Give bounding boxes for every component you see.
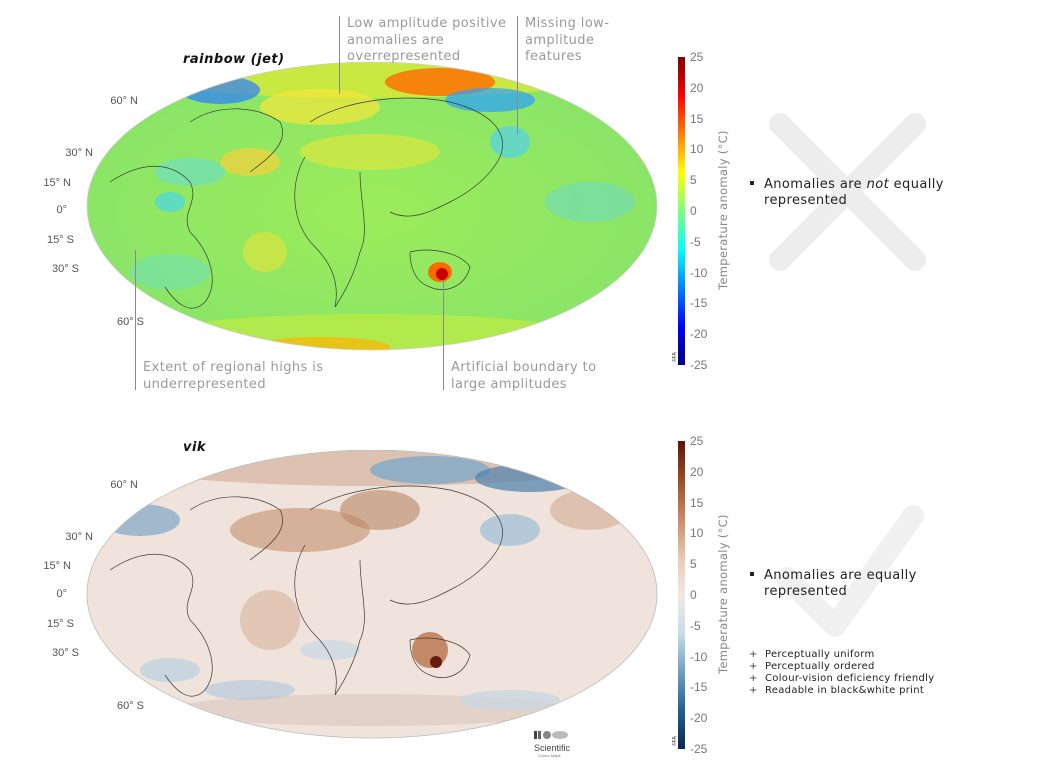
logo-text: Scientific	[534, 743, 571, 753]
cross-mark-icon	[769, 113, 926, 271]
annotation-leader	[135, 250, 136, 390]
vik-colorbar-label: Temperature anomaly (°C)	[716, 514, 730, 674]
pro-item: + Colour-vision deficiency friendly	[749, 673, 989, 685]
pros-list: + Perceptually uniform + Perceptually orde…	[749, 649, 989, 697]
vik-statement: Anomalies are equally represented	[750, 568, 990, 600]
vik-colorbar	[678, 441, 685, 749]
annotation-leader	[517, 16, 518, 134]
lat-label: 60° S	[116, 316, 144, 328]
annotation-missing-features: Missing low-amplitude features	[525, 16, 610, 64]
statement-emphasis: not	[866, 177, 890, 192]
annotation-artificial-boundary: Artificial boundary to large amplitudes	[451, 360, 597, 392]
lat-label: 60° S	[116, 700, 144, 712]
lat-label: 60° N	[110, 95, 138, 107]
bullet-icon	[750, 180, 754, 185]
colorbar-tick-label: -5	[690, 234, 701, 249]
colorbar-tick-label: 20	[690, 464, 704, 479]
colorbar-tick-label: -10	[690, 649, 708, 664]
plus-icon: +	[749, 685, 758, 696]
colorbar-tick-label: -25	[690, 358, 708, 372]
colorbar-tick-label: 25	[690, 50, 704, 64]
colorbar-tick-label: -15	[690, 680, 708, 695]
vik-credit: ©FA	[672, 736, 678, 746]
bullet-icon	[750, 571, 754, 576]
colorbar-tick-label: -15	[690, 296, 708, 311]
lat-label: 60° N	[110, 479, 138, 491]
lat-label: 30° N	[65, 147, 93, 159]
pro-text: Perceptually uniform	[765, 649, 875, 660]
pro-text: Perceptually ordered	[765, 661, 875, 672]
colorbar-tick-label: 25	[690, 434, 704, 448]
plus-icon: +	[749, 649, 758, 660]
lat-label: 30° N	[65, 531, 93, 543]
colorbar-tick-label: 0	[690, 204, 697, 218]
annotation-low-amplitude: Low amplitude positive anomalies are ove…	[347, 16, 507, 64]
lat-label: 30° S	[51, 263, 79, 275]
colorbar-tick-label: 5	[690, 557, 697, 572]
annotation-regional-highs: Extent of regional highs is underreprese…	[143, 360, 324, 392]
jet-map	[86, 62, 658, 351]
colorbar-tick-label: -5	[690, 618, 701, 633]
plus-icon: +	[749, 661, 758, 672]
statement-text: represented	[764, 584, 848, 599]
lat-label: 15° S	[46, 618, 74, 630]
pro-text: Readable in black&white print	[765, 685, 925, 696]
colorbar-tick-label: 10	[690, 142, 704, 157]
logo-mark-icon	[534, 731, 568, 739]
lat-label: 30° S	[51, 647, 79, 659]
colorbar-tick-label: 20	[690, 80, 704, 95]
colorbar-tick-label: 10	[690, 526, 704, 541]
lat-label: 0°	[56, 204, 67, 216]
statement-text: Anomalies are equally	[764, 568, 917, 583]
vik-map	[86, 450, 658, 739]
logo-subtext: Colour Maps	[538, 753, 561, 758]
lat-label: 15° S	[46, 234, 74, 246]
lat-label: 15° N	[43, 560, 71, 572]
scientific-colour-maps-logo: Scientific Colour Maps	[534, 725, 604, 758]
annotation-leader	[339, 16, 340, 94]
colorbar-tick-label: 15	[690, 495, 704, 510]
pro-item: + Readable in black&white print	[749, 685, 989, 697]
colorbar-tick-label: -20	[690, 327, 708, 342]
colorbar-tick-label: 5	[690, 173, 697, 188]
lat-label: 0°	[56, 588, 67, 600]
colorbar-tick-label: 0	[690, 588, 697, 602]
check-mark-icon	[776, 505, 924, 637]
jet-colorbar-label: Temperature anomaly (°C)	[716, 130, 730, 290]
statement-text: equally	[889, 177, 944, 192]
bottom-panel-title: vik	[183, 440, 207, 455]
statement-text: Anomalies are	[764, 177, 867, 192]
colorbar-tick-label: 15	[690, 111, 704, 126]
pro-item: + Perceptually uniform	[749, 649, 989, 661]
colorbar-tick-label: -10	[690, 265, 708, 280]
lat-label: 15° N	[43, 177, 71, 189]
jet-credit: ©FA	[672, 352, 678, 362]
pro-item: + Perceptually ordered	[749, 661, 989, 673]
top-panel-title: rainbow (jet)	[183, 52, 285, 67]
colorbar-tick-label: -20	[690, 711, 708, 726]
statement-text: represented	[764, 193, 848, 208]
annotation-leader	[443, 280, 444, 390]
colorbar-tick-label: -25	[690, 742, 708, 756]
plus-icon: +	[749, 673, 758, 684]
pro-text: Colour-vision deficiency friendly	[765, 673, 935, 684]
jet-colorbar	[678, 57, 685, 365]
jet-statement: Anomalies are not equally represented	[750, 177, 990, 209]
